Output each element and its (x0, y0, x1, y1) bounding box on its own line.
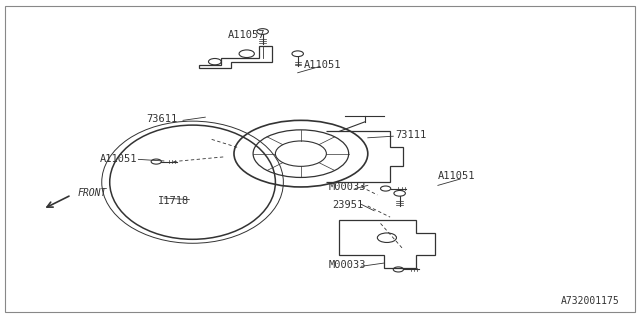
Text: 73111: 73111 (395, 130, 426, 140)
Text: 23951: 23951 (333, 200, 364, 210)
Text: M00033: M00033 (328, 260, 366, 270)
Text: A11051: A11051 (304, 60, 342, 70)
Text: 73611: 73611 (147, 114, 178, 124)
Text: A732001175: A732001175 (561, 296, 620, 306)
Text: A11057: A11057 (228, 30, 265, 40)
Text: A11051: A11051 (100, 154, 138, 164)
Text: M00033: M00033 (328, 182, 366, 192)
Text: I1718: I1718 (157, 196, 189, 206)
Text: FRONT: FRONT (78, 188, 108, 198)
Text: A11051: A11051 (438, 172, 476, 181)
